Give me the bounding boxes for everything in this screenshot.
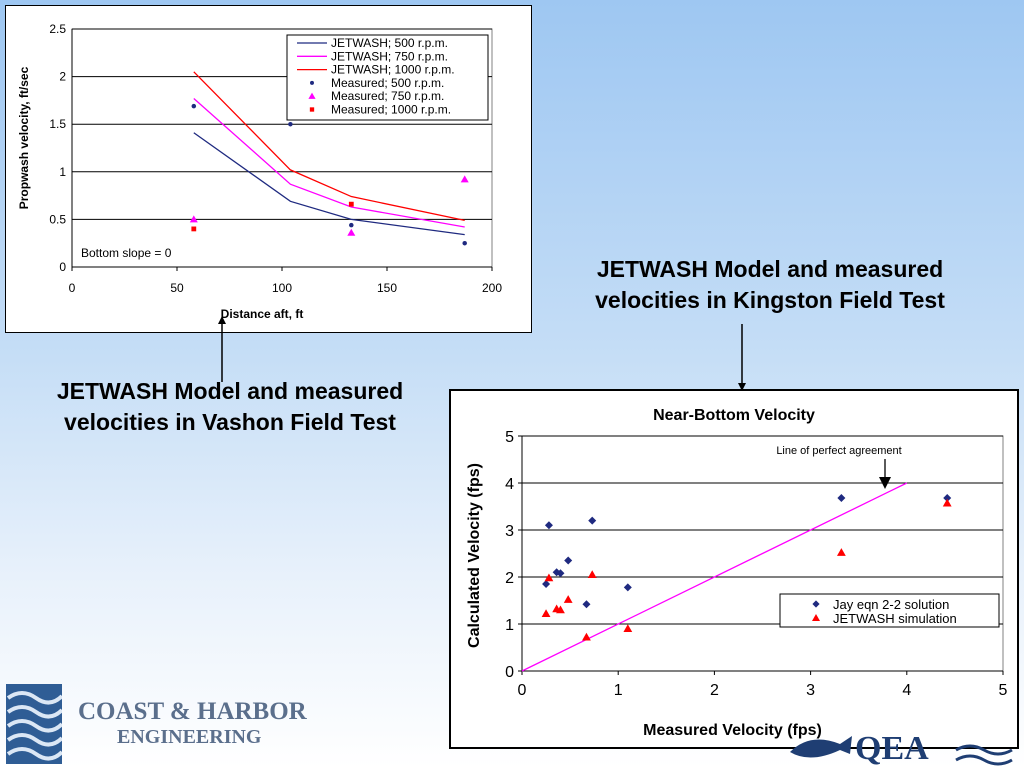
vashon-chart-panel: 0 0.5 1 1.5 2 2.5 0 50 100 150 200 Distance aft, ft…: [5, 5, 532, 333]
data-point-series-3: [191, 103, 197, 109]
x-tick-label: 0: [69, 281, 76, 295]
data-point-series-0: [837, 494, 846, 503]
legend-label: Measured; 500 r.p.m.: [331, 76, 444, 90]
coast-harbor-logo: COAST & HARBOR ENGINEERING: [6, 684, 326, 764]
y-tick-label: 2.5: [49, 22, 66, 36]
x-tick-label: 150: [377, 281, 397, 295]
data-point-series-1: [556, 605, 565, 614]
data-point-series-1: [541, 609, 551, 617]
data-point-series-1: [544, 573, 554, 582]
y-tick-label: 3: [505, 523, 514, 540]
legend-label: JETWASH; 750 r.p.m.: [331, 49, 448, 63]
data-point-series-0: [542, 580, 551, 589]
kingston-caption-line2: velocities in Kingston Field Test: [595, 287, 945, 313]
series-line-0: [193, 132, 465, 236]
annotation-arrowhead: [879, 477, 891, 489]
legend-box: [779, 593, 1000, 628]
kingston-chart: Near-Bottom Velocity 0 1 2 3 4 5 0 1 2 3 4 5 Measured…: [466, 407, 1008, 739]
logo-line2: ENGINEERING: [117, 726, 262, 748]
y-tick-label: 1.5: [49, 117, 66, 131]
vashon-caption: JETWASH Model and measured velocities in…: [20, 376, 440, 438]
kingston-arrow: [738, 324, 746, 391]
legend-label: JETWASH; 1000 r.p.m.: [331, 63, 455, 77]
y-axis-label: Propwash velocity, ft/sec: [17, 66, 31, 209]
data-point-series-1: [623, 624, 633, 632]
kingston-caption: JETWASH Model and measured velocities in…: [560, 254, 980, 316]
legend-label: JETWASH simulation: [833, 611, 957, 626]
data-point-series-1: [836, 548, 846, 556]
y-tick-label: 4: [505, 476, 514, 493]
y-tick-label: 0: [59, 260, 66, 274]
legend-label: Measured; 1000 r.p.m.: [331, 103, 451, 117]
y-tick-label: 5: [505, 429, 514, 446]
annotation-bottom-slope: Bottom slope = 0: [81, 246, 172, 260]
data-point-series-1: [563, 595, 573, 603]
vashon-arrow: [218, 316, 226, 382]
data-point-series-5: [348, 201, 354, 207]
data-point-series-4: [189, 215, 198, 223]
legend-label: Jay eqn 2-2 solution: [833, 597, 949, 612]
data-point-series-4: [347, 228, 356, 236]
legend-label: JETWASH; 500 r.p.m.: [331, 36, 448, 50]
vashon-caption-line1: JETWASH Model and measured: [56, 378, 404, 404]
x-tick-label: 5: [999, 682, 1008, 699]
annotation-perfect-agreement: Line of perfect agreement: [776, 445, 901, 457]
y-tick-label: 1: [59, 165, 66, 179]
qea-logo-text: QEA: [855, 730, 929, 767]
x-tick-label: 100: [272, 281, 292, 295]
data-point-series-0: [582, 600, 591, 609]
series-line-2: [193, 71, 465, 221]
data-point-series-3: [349, 222, 354, 228]
x-tick-label: 2: [710, 682, 719, 699]
legend-box: [286, 34, 489, 121]
x-axis-label: Distance aft, ft: [221, 307, 304, 321]
x-tick-label: 50: [170, 281, 184, 295]
legend-marker-swatch: [308, 92, 316, 99]
legend-marker-swatch: [310, 80, 314, 85]
data-point-series-4: [460, 175, 469, 183]
x-tick-label: 200: [482, 281, 502, 295]
chart-title: Near-Bottom Velocity: [653, 407, 815, 424]
y-tick-label: 2: [505, 570, 514, 587]
y-tick-label: 2: [59, 70, 66, 84]
x-tick-label: 3: [806, 682, 815, 699]
x-axis-label: Measured Velocity (fps): [643, 722, 822, 739]
x-tick-label: 0: [518, 682, 527, 699]
data-point-series-0: [564, 556, 573, 565]
legend-marker-swatch: [812, 600, 820, 608]
legend-marker-swatch: [812, 614, 820, 621]
y-axis-label: Calculated Velocity (fps): [466, 463, 483, 648]
y-tick-label: 1: [505, 617, 514, 634]
kingston-chart-panel: Near-Bottom Velocity 0 1 2 3 4 5 0 1 2 3 4 5 Measured…: [449, 389, 1019, 749]
data-point-series-0: [588, 516, 597, 525]
logo-line1: COAST & HARBOR: [78, 698, 307, 725]
y-tick-label: 0.5: [49, 212, 66, 226]
data-point-series-3: [288, 121, 293, 127]
fish-icon: [790, 736, 1013, 766]
data-point-series-1: [942, 498, 952, 507]
qea-logo: QEA: [780, 692, 1024, 768]
data-point-series-5: [191, 226, 197, 232]
vashon-caption-line2: velocities in Vashon Field Test: [64, 409, 396, 435]
data-point-series-0: [943, 494, 952, 503]
legend-label: Measured; 750 r.p.m.: [331, 89, 444, 103]
kingston-caption-line1: JETWASH Model and measured: [596, 256, 944, 282]
series-line-1: [193, 98, 465, 228]
y-tick-label: 0: [505, 664, 514, 681]
x-tick-label: 1: [614, 682, 623, 699]
data-point-series-1: [587, 570, 597, 578]
data-point-series-0: [556, 569, 565, 578]
data-point-series-3: [462, 240, 467, 246]
data-point-series-1: [582, 632, 591, 641]
data-point-series-0: [544, 521, 553, 530]
waves-icon: [6, 684, 62, 764]
legend-marker-swatch: [309, 107, 315, 112]
vashon-chart: 0 0.5 1 1.5 2 2.5 0 50 100 150 200 Distance aft, ft…: [17, 22, 502, 321]
data-point-series-0: [623, 583, 632, 592]
x-tick-label: 4: [902, 682, 911, 699]
